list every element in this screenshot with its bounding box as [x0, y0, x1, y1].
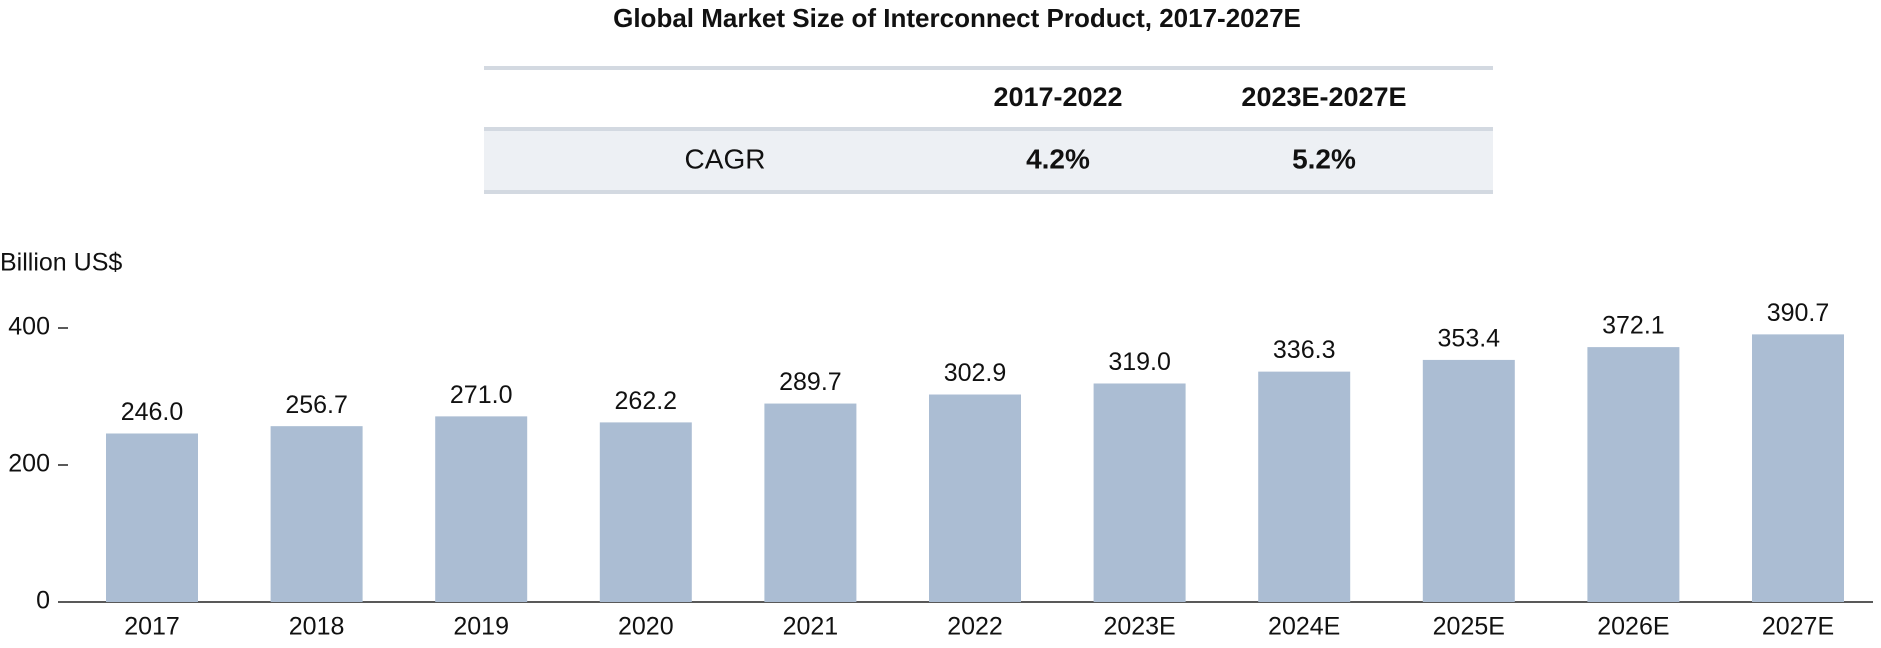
x-tick-label: 2021	[783, 613, 839, 641]
table-cell: CAGR	[685, 143, 766, 174]
x-tick-label: 2024E	[1268, 613, 1340, 641]
bar	[1422, 359, 1515, 602]
y-tick-label: 200	[8, 450, 50, 478]
table-row-bg	[484, 128, 1493, 192]
x-tick-label: 2018	[289, 613, 345, 641]
bar	[764, 403, 857, 602]
value-label: 271.0	[450, 381, 513, 409]
x-tick-label: 2023E	[1103, 613, 1175, 641]
table-header: 2023E-2027E	[1241, 82, 1406, 112]
x-tick-label: 2022	[947, 613, 1003, 641]
value-label: 336.3	[1273, 336, 1336, 364]
value-label: 289.7	[779, 368, 842, 396]
bar	[1752, 334, 1844, 602]
value-label: 319.0	[1108, 348, 1171, 376]
y-tick-label: 0	[36, 587, 50, 615]
y-axis-label: Billion US$	[0, 249, 122, 277]
bar	[1587, 347, 1680, 602]
x-tick-label: 2019	[453, 613, 509, 641]
x-tick-label: 2026E	[1597, 613, 1669, 641]
x-tick-label: 2017	[124, 613, 180, 641]
value-label: 246.0	[121, 398, 184, 426]
table-cell: 5.2%	[1292, 143, 1356, 174]
value-label: 372.1	[1602, 312, 1665, 340]
x-tick-label: 2025E	[1433, 613, 1505, 641]
value-label: 353.4	[1438, 325, 1501, 353]
bar	[599, 422, 692, 602]
table-header: 2017-2022	[993, 82, 1122, 112]
x-tick-label: 2020	[618, 613, 674, 641]
bar	[1258, 371, 1351, 602]
bar	[1093, 383, 1186, 602]
bar	[929, 394, 1021, 602]
value-label: 262.2	[615, 387, 678, 415]
bar	[435, 416, 528, 602]
chart-title: Global Market Size of Interconnect Produ…	[613, 3, 1301, 33]
table-cell: 4.2%	[1026, 143, 1090, 174]
x-tick-label: 2027E	[1762, 613, 1834, 641]
value-label: 390.7	[1767, 299, 1830, 327]
y-tick-label: 400	[8, 313, 50, 341]
value-label: 256.7	[285, 391, 348, 419]
value-label: 302.9	[944, 359, 1007, 387]
bar	[270, 426, 363, 602]
bar	[106, 433, 198, 602]
